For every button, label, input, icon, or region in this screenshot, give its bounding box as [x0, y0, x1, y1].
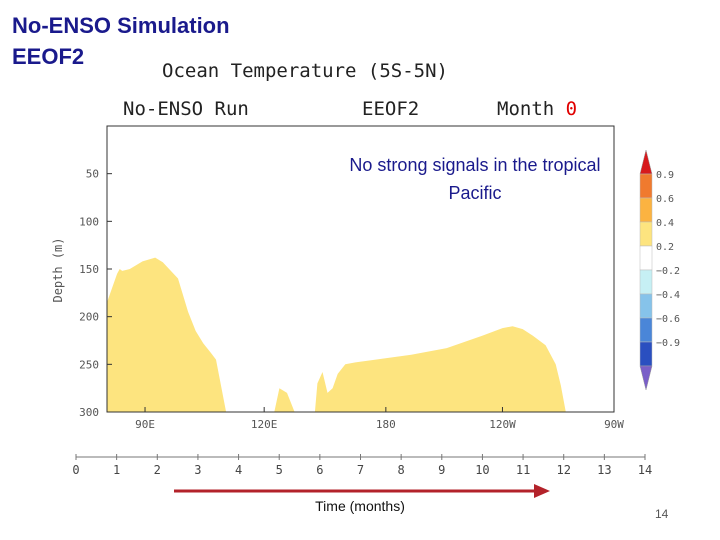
y-tick-label-100: 100: [79, 215, 99, 228]
colorbar-swatch-7: [639, 317, 653, 343]
slide-title: No-ENSO Simulation EEOF2: [12, 10, 230, 72]
slide-title-line1: No-ENSO Simulation: [12, 13, 230, 38]
timeline-tick-label-13: 13: [597, 463, 611, 477]
month-label-group: Month 0: [497, 98, 577, 120]
y-tick-label-150: 150: [79, 263, 99, 276]
month-value: 0: [565, 98, 578, 120]
y-tick-label-250: 250: [79, 358, 99, 371]
timeline-tick-label-9: 9: [438, 463, 445, 477]
colorbar-bottom-arrow: [639, 365, 653, 391]
colorbar-swatch-4: [639, 245, 653, 271]
timeline-tick-label-0: 0: [72, 463, 79, 477]
timeline-tick-label-11: 11: [516, 463, 530, 477]
eof-label: EEOF2: [362, 98, 420, 120]
timeline-tick-label-6: 6: [316, 463, 323, 477]
timeline-tick-label-8: 8: [398, 463, 405, 477]
colorbar-label-3: 0.2: [656, 242, 674, 253]
timeline: 0 1 2 3 4 5 6 7 8 9 10 11 12 13 14: [72, 454, 652, 498]
timeline-tick-label-3: 3: [194, 463, 201, 477]
timeline-tick-label-4: 4: [235, 463, 242, 477]
timeline-label: Time (months): [315, 498, 405, 514]
colorbar-swatch-1: [639, 173, 653, 199]
plot-title: Ocean Temperature (5S-5N): [162, 60, 448, 82]
colorbar-label-4: −0.2: [656, 266, 680, 277]
colorbar: 0.9 0.6 0.4 0.2 −0.2 −0.4 −0.6 −0.9: [639, 149, 680, 391]
x-tick-label-90E: 90E: [135, 418, 155, 431]
colorbar-top-arrow: [639, 149, 653, 175]
y-tick-label-300: 300: [79, 406, 99, 419]
annotation-note: No strong signals in the tropical Pacifi…: [349, 155, 601, 203]
colorbar-label-1: 0.6: [656, 194, 674, 205]
timeline-tick-label-5: 5: [276, 463, 283, 477]
colorbar-label-6: −0.6: [656, 314, 680, 325]
colorbar-swatch-3: [639, 221, 653, 247]
x-tick-label-120W: 120W: [489, 418, 516, 431]
colorbar-label-0: 0.9: [656, 170, 674, 181]
timeline-tick-label-14: 14: [638, 463, 652, 477]
colorbar-swatch-8: [639, 341, 653, 367]
slide-title-line2: EEOF2: [12, 44, 85, 69]
x-tick-label-120E: 120E: [251, 418, 278, 431]
colorbar-label-2: 0.4: [656, 218, 674, 229]
axes: 50 100 150 200 250 300 90E 120E 180 120W 90W Depth …: [51, 125, 624, 431]
colorbar-swatch-6: [639, 293, 653, 319]
x-tick-label-180: 180: [376, 418, 396, 431]
colorbar-swatch-2: [639, 197, 653, 223]
timeline-arrow-head: [534, 484, 550, 498]
colorbar-swatch-5: [639, 269, 653, 295]
x-tick-label-90W: 90W: [604, 418, 624, 431]
y-axis-label: Depth (m): [51, 237, 65, 302]
timeline-tick-label-12: 12: [556, 463, 570, 477]
colorbar-label-7: −0.9: [656, 338, 680, 349]
timeline-tick-label-10: 10: [475, 463, 489, 477]
timeline-tick-label-7: 7: [357, 463, 364, 477]
page-number: 14: [655, 507, 669, 521]
colorbar-label-5: −0.4: [656, 290, 680, 301]
plot-area: [107, 257, 566, 412]
y-tick-label-50: 50: [86, 168, 99, 181]
timeline-tick-label-2: 2: [154, 463, 161, 477]
y-tick-label-200: 200: [79, 311, 99, 324]
timeline-tick-label-1: 1: [113, 463, 120, 477]
month-label: Month: [497, 98, 555, 120]
run-label: No-ENSO Run: [123, 98, 249, 120]
positive-anomaly-area: [107, 257, 566, 412]
